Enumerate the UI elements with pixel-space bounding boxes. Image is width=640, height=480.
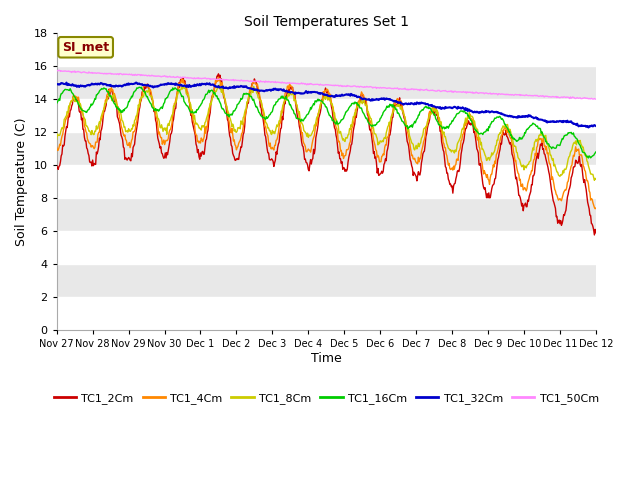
Legend: TC1_2Cm, TC1_4Cm, TC1_8Cm, TC1_16Cm, TC1_32Cm, TC1_50Cm: TC1_2Cm, TC1_4Cm, TC1_8Cm, TC1_16Cm, TC1… xyxy=(49,389,604,409)
Bar xyxy=(57,264,596,297)
Text: SI_met: SI_met xyxy=(62,41,109,54)
Bar xyxy=(57,66,596,99)
Bar xyxy=(57,231,596,264)
Bar xyxy=(57,165,596,198)
Bar xyxy=(57,132,596,165)
Y-axis label: Soil Temperature (C): Soil Temperature (C) xyxy=(15,117,28,246)
Bar xyxy=(57,198,596,231)
X-axis label: Time: Time xyxy=(311,352,342,365)
Bar xyxy=(57,33,596,66)
Bar xyxy=(57,99,596,132)
Title: Soil Temperatures Set 1: Soil Temperatures Set 1 xyxy=(244,15,409,29)
Bar xyxy=(57,297,596,330)
